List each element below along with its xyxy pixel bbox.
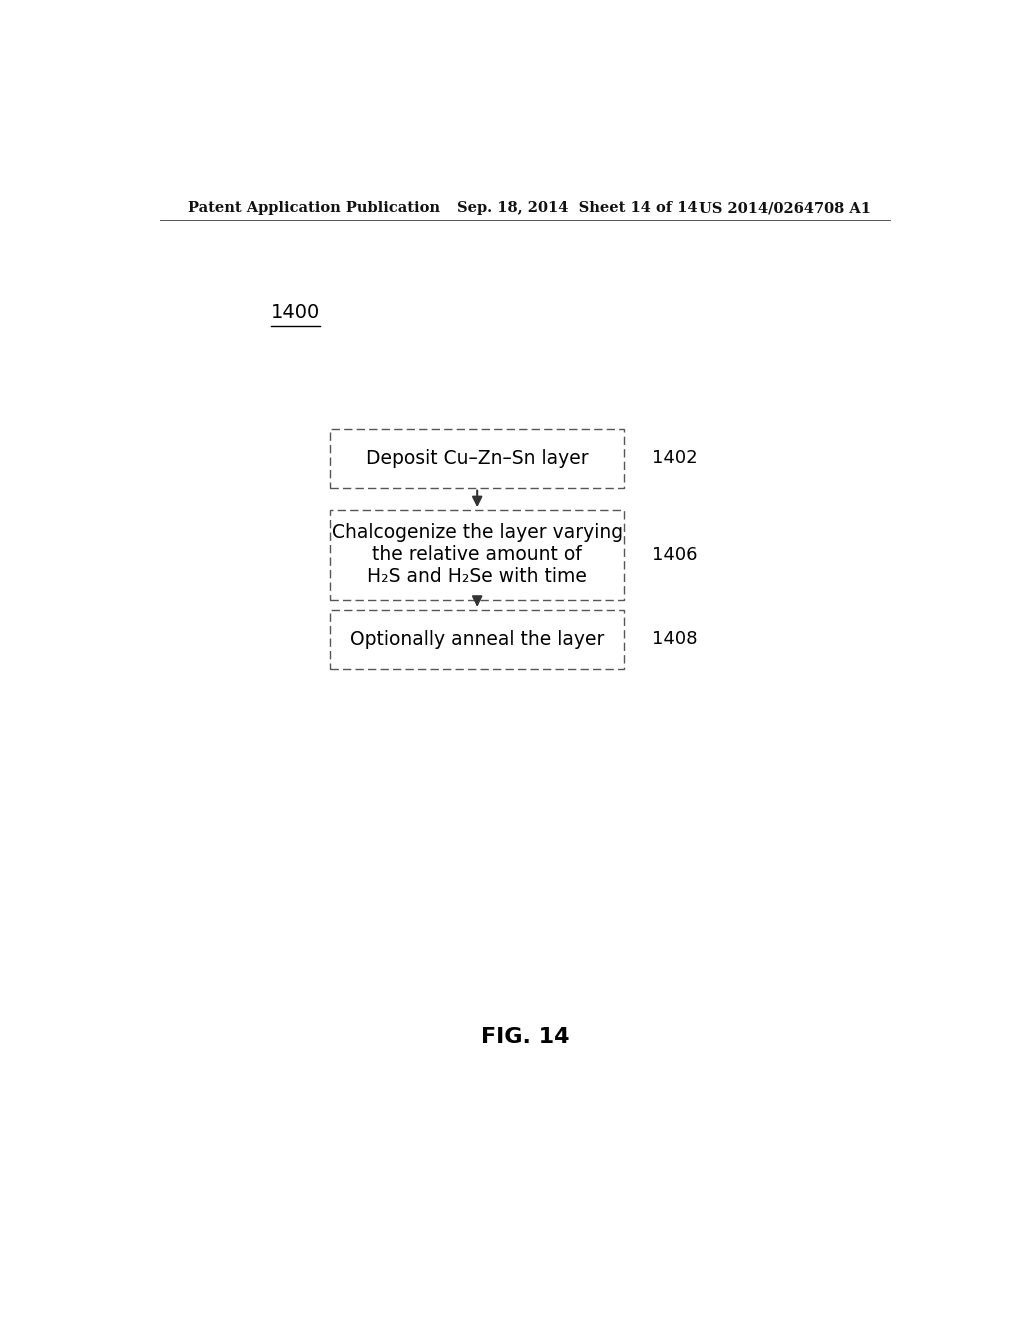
- FancyBboxPatch shape: [331, 510, 624, 599]
- Text: 1400: 1400: [270, 304, 321, 322]
- Text: 1402: 1402: [652, 449, 697, 467]
- Text: 1406: 1406: [652, 545, 697, 564]
- Text: Deposit Cu–Zn–Sn layer: Deposit Cu–Zn–Sn layer: [366, 449, 589, 467]
- Text: Sep. 18, 2014  Sheet 14 of 14: Sep. 18, 2014 Sheet 14 of 14: [458, 201, 698, 215]
- Text: US 2014/0264708 A1: US 2014/0264708 A1: [699, 201, 871, 215]
- FancyBboxPatch shape: [331, 429, 624, 487]
- Text: Optionally anneal the layer: Optionally anneal the layer: [350, 630, 604, 648]
- Text: 1408: 1408: [652, 630, 697, 648]
- Text: Patent Application Publication: Patent Application Publication: [187, 201, 439, 215]
- FancyBboxPatch shape: [331, 610, 624, 669]
- Text: Chalcogenize the layer varying
the relative amount of
H₂S and H₂Se with time: Chalcogenize the layer varying the relat…: [332, 523, 623, 586]
- Text: FIG. 14: FIG. 14: [480, 1027, 569, 1047]
